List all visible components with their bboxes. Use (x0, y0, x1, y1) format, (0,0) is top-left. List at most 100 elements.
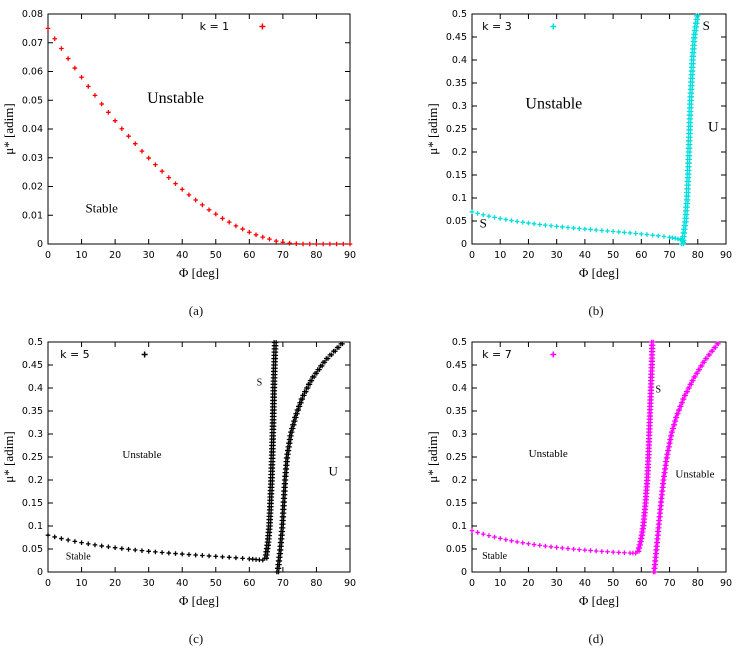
y-axis-title: μ* [adim] (1, 103, 16, 154)
y-tick-label: 0.05 (22, 95, 43, 106)
y-tick-label: 0.05 (22, 544, 43, 555)
x-tick-label: 50 (607, 578, 619, 589)
y-tick-label: 0.4 (28, 383, 43, 394)
x-tick-label: 50 (607, 250, 619, 261)
x-tick-label: 10 (76, 578, 88, 589)
chart-k3-canvas: 0 10 20 30 40 50 60 70 80 90 0 0.05 0.1 0.15 0.2 0.25 0.… (425, 9, 732, 280)
y-tick-label: 0.45 (446, 32, 467, 43)
region-label: Unstable (147, 90, 204, 107)
y-tick-label: 0.06 (22, 67, 43, 78)
x-tick-label: 0 (45, 578, 51, 589)
legend-label: k = 3 (482, 20, 512, 33)
y-tick-label: 0.05 (446, 216, 467, 227)
y-tick-label: 0.3 (452, 101, 467, 112)
y-tick-label: 0 (461, 567, 467, 578)
legend-label: k = 7 (482, 348, 512, 361)
region-label: S (257, 378, 263, 389)
x-tick-label: 80 (310, 250, 322, 261)
x-tick-label: 90 (344, 250, 356, 261)
panel-d: 0 10 20 30 40 50 60 70 80 90 0 0.05 0.1 0.15 0.2 0.25 0.… (424, 332, 738, 647)
series-lower-branch (45, 532, 266, 563)
region-label: Unstable (122, 449, 161, 461)
region-label: Stable (66, 552, 92, 563)
y-tick-label: 0.45 (22, 360, 43, 371)
region-label: U (708, 119, 719, 135)
panel-a: 0 10 20 30 40 50 60 70 80 90 0 0.01 0.02 0.03 0.04 0.05… (0, 4, 362, 319)
region-label: Stable (482, 551, 508, 562)
x-tick-label: 90 (344, 578, 356, 589)
region-label: S (655, 385, 661, 396)
panel-c: 0 10 20 30 40 50 60 70 80 90 0 0.05 0.1 0.15 0.2 0.25 0.… (0, 332, 362, 647)
x-axis-title: Φ [deg] (579, 265, 619, 280)
y-tick-label: 0.5 (452, 9, 467, 20)
series-right-branch (274, 341, 344, 575)
x-tick-label: 80 (310, 578, 322, 589)
y-tick-label: 0.07 (22, 38, 43, 49)
caption-a: (a) (188, 303, 204, 318)
y-tick-label: 0.1 (28, 521, 43, 532)
series-left-steep-branch (262, 340, 277, 561)
chart-k5-canvas: 0 10 20 30 40 50 60 70 80 90 0 0.05 0.1 0.15 0.2 0.25 0.… (1, 337, 356, 608)
series-lower-branch (469, 528, 638, 556)
series-left-steep-branch (264, 340, 279, 561)
x-tick-label: 20 (522, 578, 534, 589)
axis-ticks (471, 341, 727, 573)
y-tick-label: 0.15 (22, 498, 43, 509)
y-tick-label: 0.35 (446, 78, 467, 89)
series-left-steep-branch (636, 339, 656, 554)
region-label: S (480, 215, 487, 230)
series-steep-branch (681, 13, 701, 247)
caption-d: (d) (588, 631, 604, 646)
y-tick-label: 0.35 (446, 406, 467, 417)
legend-marker-icon (550, 23, 557, 30)
x-tick-label: 60 (635, 578, 647, 589)
x-tick-label: 50 (210, 250, 222, 261)
y-tick-label: 0 (461, 239, 467, 250)
region-label: S (703, 18, 710, 33)
y-tick-label: 0.25 (446, 452, 467, 463)
x-tick-label: 0 (45, 250, 51, 261)
x-tick-label: 90 (720, 250, 732, 261)
y-tick-label: 0.4 (452, 383, 467, 394)
legend-label: k = 1 (200, 20, 230, 33)
y-tick-label: 0.15 (446, 170, 467, 181)
x-tick-label: 0 (469, 578, 475, 589)
legend-marker-icon (141, 351, 148, 358)
y-tick-label: 0.4 (452, 55, 467, 66)
y-tick-label: 0 (37, 239, 43, 250)
x-tick-label: 20 (109, 250, 121, 261)
legend-marker-icon (550, 351, 557, 358)
x-tick-label: 20 (109, 578, 121, 589)
legend-label: k = 5 (60, 348, 90, 361)
x-tick-label: 70 (664, 578, 676, 589)
y-tick-label: 0 (37, 567, 43, 578)
x-tick-label: 70 (277, 578, 289, 589)
y-tick-label: 0.25 (446, 124, 467, 135)
y-tick-label: 0.05 (446, 544, 467, 555)
caption-b: (b) (588, 303, 604, 318)
y-tick-label: 0.02 (22, 182, 43, 193)
region-label: Unstable (525, 95, 582, 112)
axis-ticks (471, 13, 727, 245)
x-tick-label: 20 (522, 250, 534, 261)
x-tick-label: 60 (635, 250, 647, 261)
y-axis-title: μ* [adim] (1, 431, 16, 482)
y-tick-label: 0.04 (22, 124, 43, 135)
x-tick-label: 80 (692, 578, 704, 589)
x-tick-label: 70 (664, 250, 676, 261)
x-tick-label: 10 (76, 250, 88, 261)
y-tick-label: 0.15 (446, 498, 467, 509)
caption-c: (c) (188, 631, 204, 646)
series-right-branch (651, 341, 720, 575)
y-tick-label: 0.01 (22, 210, 43, 221)
y-tick-label: 0.2 (28, 475, 43, 486)
y-tick-label: 0.1 (452, 193, 467, 204)
x-axis-title: Φ [deg] (179, 265, 219, 280)
x-axis-title: Φ [deg] (579, 593, 619, 608)
plot-border (47, 341, 351, 573)
x-tick-label: 50 (210, 578, 222, 589)
axis-ticks (47, 13, 351, 245)
y-axis-title: μ* [adim] (425, 103, 440, 154)
chart-k7-canvas: 0 10 20 30 40 50 60 70 80 90 0 0.05 0.1 0.15 0.2 0.25 0.… (425, 337, 732, 608)
